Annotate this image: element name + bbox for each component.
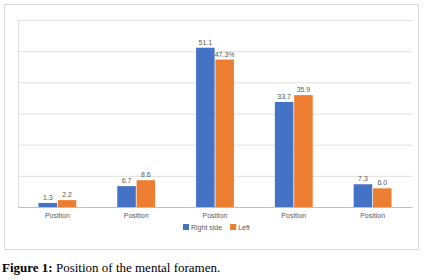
data-label: 2.2 (62, 191, 72, 198)
x-tick: Position (203, 207, 228, 219)
bar (196, 48, 215, 207)
data-label: 6.0 (377, 179, 387, 186)
x-axis: Position Position Position Position Position (19, 207, 413, 219)
data-label: 8.6 (141, 171, 151, 178)
y-axis-line (19, 21, 413, 208)
y-tick (18, 20, 412, 21)
data-label: 47.3% (215, 51, 235, 58)
grid-line (18, 207, 412, 208)
bar (137, 180, 156, 207)
bars (38, 48, 391, 207)
bar (354, 184, 373, 207)
data-label: 1.3 (43, 194, 53, 201)
bar (58, 200, 77, 207)
y-tick (18, 145, 412, 146)
chart-frame (5, 5, 419, 250)
grid-line (18, 82, 412, 83)
data-label: 35.9 (297, 86, 311, 93)
x-tick-label: Position (203, 212, 228, 219)
data-label: 51.1 (199, 39, 213, 46)
y-tick (18, 82, 412, 83)
legend-label: Right side (191, 224, 222, 232)
grid-line (18, 145, 412, 146)
bar (38, 203, 57, 207)
bar (373, 188, 392, 207)
y-tick (18, 114, 412, 115)
data-label: 7.3 (358, 175, 368, 182)
x-tick-label: Position (124, 212, 149, 219)
y-axis (18, 21, 412, 208)
legend-label: Left (238, 224, 250, 231)
data-label: 33.7 (277, 93, 291, 100)
x-tick-label: Position (360, 212, 385, 219)
legend: Right side Left (183, 224, 250, 232)
grid-line (18, 176, 412, 177)
y-tick (18, 176, 412, 177)
bar (275, 102, 294, 207)
x-tick: Position (281, 207, 306, 219)
bar (294, 95, 313, 207)
title: Figure 1: Position of the mental foramen… (2, 260, 220, 275)
legend-swatch (183, 224, 189, 230)
x-tick: Position (45, 207, 70, 219)
x-tick-label: Position (281, 212, 306, 219)
data-labels: 1.3 6.7 51.1 33.7 7.3 2.2 8.6 47.3% 35.9 6.0 (43, 39, 387, 201)
x-tick: Position (124, 207, 149, 219)
x-axis-line (19, 207, 413, 208)
x-tick: Position (360, 207, 385, 219)
y-tick (18, 207, 412, 208)
data-label: 6.7 (122, 177, 132, 184)
x-tick-label: Position (45, 212, 70, 219)
grid-line (18, 114, 412, 115)
grid-line (18, 20, 412, 21)
legend-swatch (230, 224, 236, 230)
bar (117, 186, 136, 207)
bar (215, 60, 234, 207)
